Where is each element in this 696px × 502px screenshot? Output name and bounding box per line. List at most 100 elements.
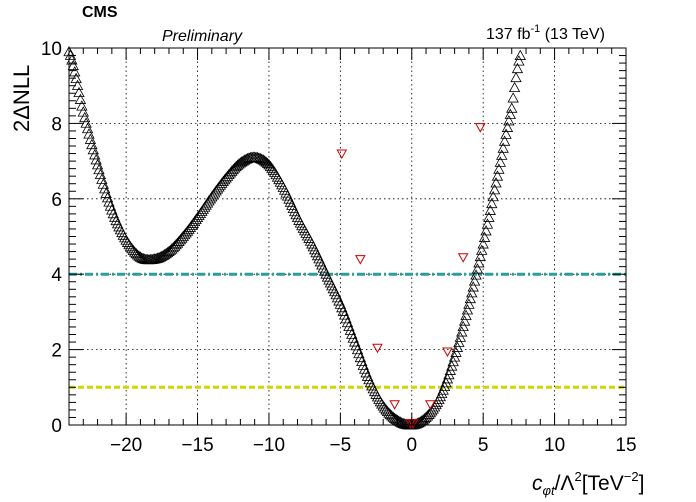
- x-label-lambda: /Λ: [555, 472, 575, 495]
- x-label-square: 2: [574, 469, 581, 484]
- scan-point: [423, 408, 435, 419]
- scan-point: [451, 341, 464, 352]
- scan-point: [438, 380, 451, 392]
- axis-ticks: [68, 47, 627, 426]
- x-tick-label: −15: [181, 435, 213, 456]
- scan-point: [503, 115, 515, 126]
- x-label-close: ]: [639, 472, 645, 495]
- red-point: [407, 419, 419, 429]
- scan-point: [256, 153, 268, 164]
- red-point: [372, 343, 383, 354]
- scan-point: [260, 156, 272, 167]
- scan-point: [461, 304, 474, 315]
- red-point: [336, 149, 348, 160]
- y-tick-label: 6: [51, 190, 62, 211]
- scan-point: [177, 230, 189, 241]
- scan-point: [351, 343, 364, 355]
- scan-point: [346, 328, 358, 339]
- scan-point: [79, 111, 91, 123]
- scan-point: [90, 154, 102, 165]
- scan-point: [254, 152, 267, 164]
- scan-point: [481, 218, 494, 229]
- scan-point: [458, 315, 471, 326]
- cms-label: CMS: [82, 4, 118, 21]
- lumi-label: 137 fb-1 (13 TeV): [486, 23, 605, 43]
- scan-point: [334, 298, 347, 309]
- red-point: [474, 123, 486, 133]
- scan-point: [466, 287, 478, 298]
- red-point: [442, 347, 453, 358]
- scan-point: [221, 170, 234, 181]
- x-tick-label: 15: [615, 435, 636, 456]
- red-point: [457, 253, 469, 263]
- scan-point: [64, 49, 77, 60]
- scan-point: [460, 309, 472, 321]
- scan-point: [91, 159, 104, 170]
- scan-point: [384, 408, 397, 420]
- scan-point: [471, 263, 484, 274]
- energy-value: (13 TeV): [540, 26, 605, 43]
- x-tick-label: −5: [330, 435, 352, 456]
- scan-point: [500, 128, 512, 139]
- scan-point: [83, 128, 95, 139]
- scan-point: [338, 309, 351, 320]
- scan-point: [473, 257, 485, 268]
- scan-point: [358, 363, 371, 374]
- lumi-value: 137 fb: [486, 26, 531, 43]
- scan-point: [511, 62, 524, 74]
- threshold-lines: [69, 272, 626, 389]
- scan-point: [84, 133, 97, 144]
- scan-point: [490, 177, 502, 188]
- scan-point: [163, 245, 175, 256]
- scan-point: [390, 413, 402, 424]
- scan-point: [99, 183, 111, 194]
- scan-point: [476, 244, 488, 255]
- scan-point: [101, 192, 114, 203]
- x-label-unit-exponent: −2: [624, 469, 639, 484]
- y-axis-label: 2ΔNLL: [9, 65, 34, 132]
- scan-point: [258, 155, 271, 166]
- scan-point: [486, 197, 498, 209]
- tick-labels: −20 −15 −10 −5 0 5 10 15 0 2 4 6 8 10: [41, 39, 637, 456]
- scan-point: [344, 324, 357, 335]
- scan-point: [337, 305, 349, 316]
- scan-point: [347, 332, 359, 343]
- scan-point: [388, 412, 401, 423]
- scan-point: [93, 163, 105, 175]
- scan-point: [348, 336, 361, 347]
- scan-point: [467, 281, 479, 292]
- red-point: [354, 255, 366, 265]
- scan-point: [353, 347, 365, 359]
- scan-point: [496, 149, 508, 160]
- scan-point: [238, 154, 251, 165]
- y-tick-label: 2: [51, 341, 62, 362]
- scan-point: [107, 207, 119, 219]
- scan-point: [478, 231, 491, 242]
- x-label-subscript: φt: [543, 483, 556, 498]
- scan-point: [457, 320, 469, 332]
- scan-point: [103, 196, 115, 207]
- scan-point: [356, 355, 368, 367]
- lumi-exponent: -1: [530, 23, 540, 35]
- x-label-unit: [TeV: [582, 472, 624, 495]
- scan-point: [76, 100, 88, 111]
- scan-point: [514, 49, 526, 60]
- scan-point: [176, 232, 188, 243]
- points-series: [336, 123, 486, 429]
- x-tick-label: 5: [478, 435, 489, 456]
- scan-point: [483, 211, 495, 222]
- scan-point: [421, 410, 434, 421]
- scan-point: [437, 384, 449, 395]
- scan-point: [161, 246, 174, 258]
- scan-point: [474, 250, 487, 262]
- y-tick-label: 0: [51, 416, 62, 437]
- scan-point: [513, 55, 525, 66]
- scan-point: [133, 250, 145, 261]
- scan-point: [507, 92, 519, 103]
- scan-point: [491, 170, 504, 181]
- x-axis-label: cφt/Λ2[TeV−2]: [532, 469, 644, 498]
- scan-point: [173, 235, 185, 246]
- scan-point: [81, 122, 94, 134]
- scan-series: [63, 45, 526, 430]
